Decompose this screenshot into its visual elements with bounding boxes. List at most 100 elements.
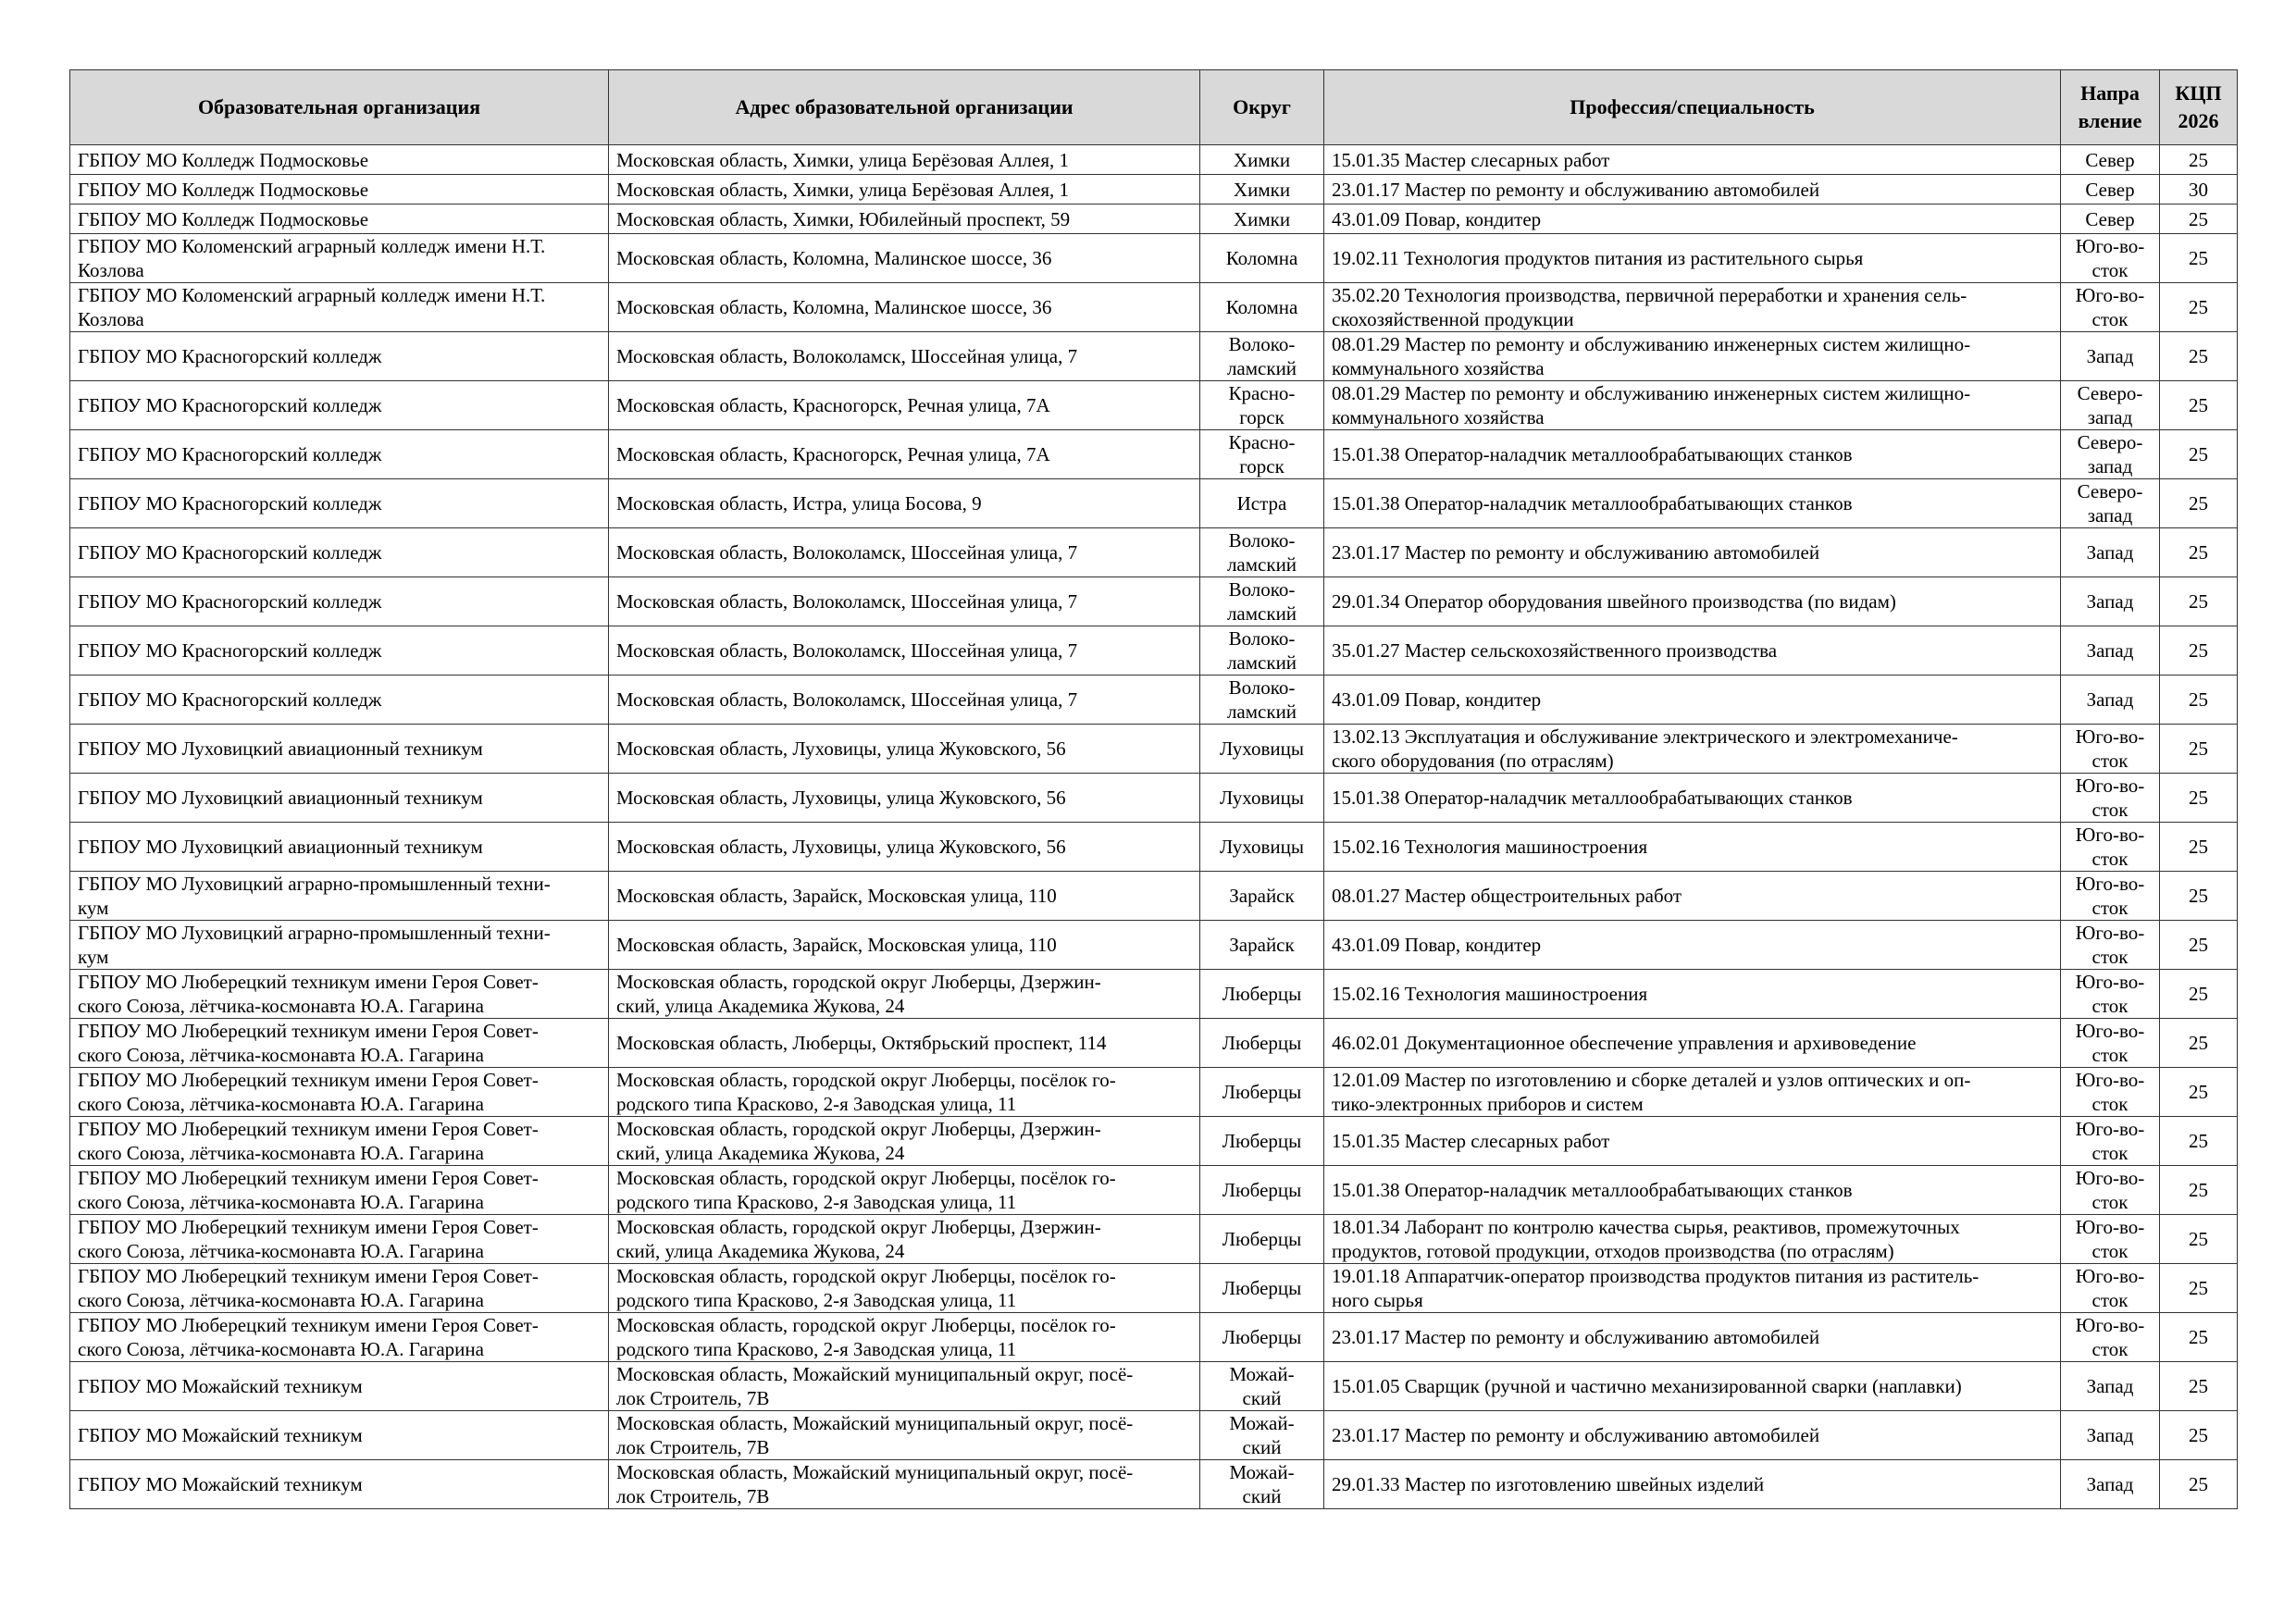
profession-cell: 08.01.29 Мастер по ремонту и обслуживани… (1323, 331, 2061, 381)
profession-cell: 43.01.09 Повар, кондитер (1323, 675, 2061, 725)
table-row: ГБПОУ МО Люберецкий техникум имени Героя… (69, 1018, 2238, 1068)
kcp-cell: 25 (2159, 773, 2238, 823)
direction-cell: Юго-во- сток (2060, 1165, 2160, 1215)
direction-cell: Юго-во- сток (2060, 969, 2160, 1019)
address-cell: Московская область, городской округ Любе… (608, 1312, 1200, 1362)
address-cell: Московская область, городской округ Любе… (608, 1116, 1200, 1166)
table-row: ГБПОУ МО Луховицкий авиационный техникум… (69, 822, 2238, 872)
address-cell: Московская область, Волоколамск, Шоссейн… (608, 675, 1200, 725)
direction-cell: Юго-во- сток (2060, 920, 2160, 970)
district-cell: Химки (1199, 144, 1324, 175)
organization-cell: ГБПОУ МО Красногорский колледж (69, 527, 609, 577)
direction-cell: Север (2060, 144, 2160, 175)
organization-cell: ГБПОУ МО Люберецкий техникум имени Героя… (69, 1312, 609, 1362)
table-row: ГБПОУ МО Коломенский аграрный колледж им… (69, 233, 2238, 283)
district-cell: Люберцы (1199, 1312, 1324, 1362)
organization-cell: ГБПОУ МО Люберецкий техникум имени Героя… (69, 1214, 609, 1264)
district-cell: Коломна (1199, 282, 1324, 332)
profession-cell: 23.01.17 Мастер по ремонту и обслуживани… (1323, 174, 2061, 205)
district-cell: Луховицы (1199, 724, 1324, 774)
header-district: Округ (1199, 69, 1324, 145)
organization-cell: ГБПОУ МО Красногорский колледж (69, 380, 609, 430)
district-cell: Луховицы (1199, 822, 1324, 872)
profession-cell: 19.01.18 Аппаратчик-оператор производств… (1323, 1263, 2061, 1313)
kcp-cell: 25 (2159, 204, 2238, 234)
address-cell: Московская область, Волоколамск, Шоссейн… (608, 576, 1200, 626)
address-cell: Московская область, Волоколамск, Шоссейн… (608, 527, 1200, 577)
address-cell: Московская область, Красногорск, Речная … (608, 429, 1200, 479)
district-cell: Можай- ский (1199, 1410, 1324, 1460)
table-row: ГБПОУ МО Можайский техникум Московская об… (69, 1361, 2238, 1411)
profession-cell: 18.01.34 Лаборант по контролю качества с… (1323, 1214, 2061, 1264)
profession-cell: 15.02.16 Технология машиностроения (1323, 822, 2061, 872)
table-row: ГБПОУ МО Люберецкий техникум имени Героя… (69, 1116, 2238, 1166)
direction-cell: Юго-во- сток (2060, 1067, 2160, 1117)
header-organization: Образовательная организация (69, 69, 609, 145)
table-row: ГБПОУ МО Колледж Подмосковье Московская о… (69, 204, 2238, 234)
table-row: ГБПОУ МО Люберецкий техникум имени Героя… (69, 969, 2238, 1019)
district-cell: Волоко- ламский (1199, 527, 1324, 577)
district-cell: Люберцы (1199, 1214, 1324, 1264)
kcp-cell: 25 (2159, 1214, 2238, 1264)
organization-cell: ГБПОУ МО Красногорский колледж (69, 675, 609, 725)
header-direction: Напра вление (2060, 69, 2160, 145)
direction-cell: Запад (2060, 1361, 2160, 1411)
organization-cell: ГБПОУ МО Люберецкий техникум имени Героя… (69, 1067, 609, 1117)
profession-cell: 29.01.34 Оператор оборудования швейного … (1323, 576, 2061, 626)
direction-cell: Юго-во- сток (2060, 871, 2160, 921)
table-row: ГБПОУ МО Можайский техникум Московская об… (69, 1410, 2238, 1460)
profession-cell: 35.02.20 Технология производства, первич… (1323, 282, 2061, 332)
table-body: ГБПОУ МО Колледж Подмосковье Московская о… (69, 144, 2238, 1509)
district-cell: Волоко- ламский (1199, 675, 1324, 725)
organization-cell: ГБПОУ МО Люберецкий техникум имени Героя… (69, 1116, 609, 1166)
table-row: ГБПОУ МО Люберецкий техникум имени Героя… (69, 1312, 2238, 1362)
kcp-cell: 25 (2159, 1459, 2238, 1509)
address-cell: Московская область, Можайский муниципаль… (608, 1361, 1200, 1411)
district-cell: Химки (1199, 174, 1324, 205)
kcp-cell: 25 (2159, 1263, 2238, 1313)
table-row: ГБПОУ МО Люберецкий техникум имени Героя… (69, 1067, 2238, 1117)
table-row: ГБПОУ МО Коломенский аграрный колледж им… (69, 282, 2238, 332)
kcp-cell: 25 (2159, 331, 2238, 381)
direction-cell: Запад (2060, 1410, 2160, 1460)
district-cell: Волоко- ламский (1199, 576, 1324, 626)
profession-cell: 46.02.01 Документационное обеспечение уп… (1323, 1018, 2061, 1068)
district-cell: Можай- ский (1199, 1361, 1324, 1411)
address-cell: Московская область, Зарайск, Московская … (608, 871, 1200, 921)
organization-cell: ГБПОУ МО Луховицкий аграрно-промышленный… (69, 920, 609, 970)
kcp-cell: 25 (2159, 724, 2238, 774)
direction-cell: Юго-во- сток (2060, 1214, 2160, 1264)
district-cell: Красно- горск (1199, 429, 1324, 479)
address-cell: Московская область, Можайский муниципаль… (608, 1459, 1200, 1509)
organization-cell: ГБПОУ МО Красногорский колледж (69, 576, 609, 626)
address-cell: Московская область, городской округ Любе… (608, 1165, 1200, 1215)
address-cell: Московская область, городской округ Любе… (608, 1067, 1200, 1117)
table-row: ГБПОУ МО Красногорский колледж Московская… (69, 380, 2238, 430)
address-cell: Московская область, Химки, улица Берёзов… (608, 174, 1200, 205)
kcp-cell: 25 (2159, 380, 2238, 430)
admissions-table: Образовательная организация Адрес образо… (69, 69, 2238, 1509)
organization-cell: ГБПОУ МО Можайский техникум (69, 1361, 609, 1411)
kcp-cell: 25 (2159, 822, 2238, 872)
organization-cell: ГБПОУ МО Луховицкий аграрно-промышленный… (69, 871, 609, 921)
table-row: ГБПОУ МО Колледж Подмосковье Московская о… (69, 144, 2238, 175)
district-cell: Люберцы (1199, 1116, 1324, 1166)
table-row: ГБПОУ МО Можайский техникум Московская об… (69, 1459, 2238, 1509)
kcp-cell: 25 (2159, 429, 2238, 479)
district-cell: Луховицы (1199, 773, 1324, 823)
table-row: ГБПОУ МО Люберецкий техникум имени Героя… (69, 1214, 2238, 1264)
header-address: Адрес образовательной организации (608, 69, 1200, 145)
table-row: ГБПОУ МО Красногорский колледж Московская… (69, 675, 2238, 725)
direction-cell: Юго-во- сток (2060, 1312, 2160, 1362)
direction-cell: Юго-во- сток (2060, 1263, 2160, 1313)
kcp-cell: 25 (2159, 576, 2238, 626)
header-kcp: КЦП 2026 (2159, 69, 2238, 145)
organization-cell: ГБПОУ МО Красногорский колледж (69, 429, 609, 479)
kcp-cell: 25 (2159, 1018, 2238, 1068)
organization-cell: ГБПОУ МО Люберецкий техникум имени Героя… (69, 969, 609, 1019)
kcp-cell: 25 (2159, 1165, 2238, 1215)
address-cell: Московская область, Волоколамск, Шоссейн… (608, 331, 1200, 381)
district-cell: Волоко- ламский (1199, 626, 1324, 676)
address-cell: Московская область, городской округ Любе… (608, 1263, 1200, 1313)
organization-cell: ГБПОУ МО Красногорский колледж (69, 626, 609, 676)
